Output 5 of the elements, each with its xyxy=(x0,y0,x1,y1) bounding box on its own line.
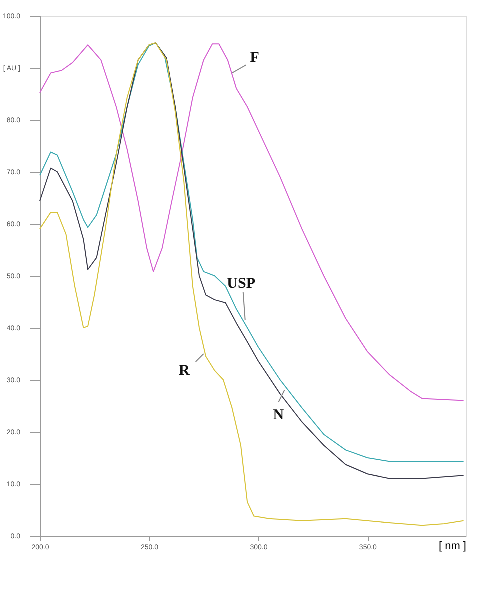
annotation: N xyxy=(273,407,284,424)
annotation: USP xyxy=(227,276,256,292)
annotation: R xyxy=(179,363,190,379)
annotation: F xyxy=(250,50,260,66)
x-axis-title: [ nm ] xyxy=(438,540,466,552)
